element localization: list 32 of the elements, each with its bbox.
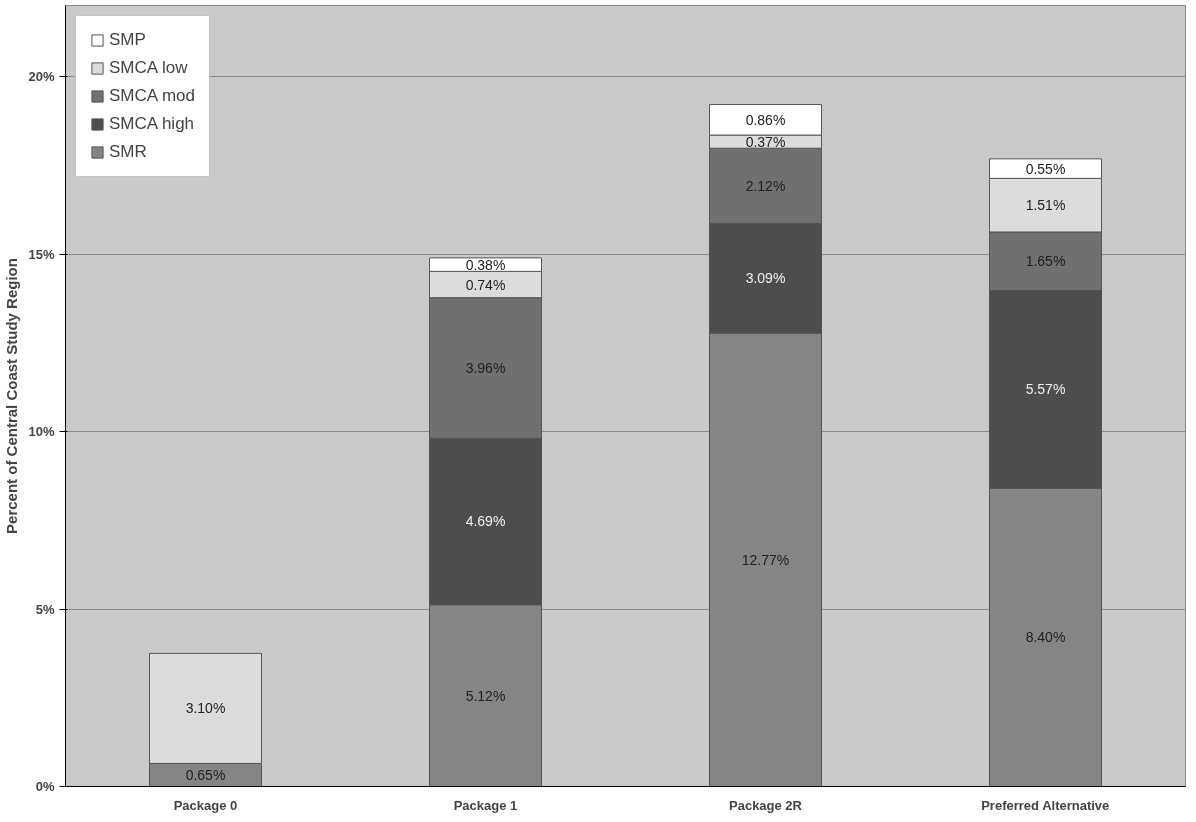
legend-label: SMCA mod: [109, 86, 195, 106]
data-label: 1.65%: [1025, 253, 1066, 270]
y-tick-label: 10%: [28, 424, 55, 439]
x-tick-label: Package 2R: [729, 797, 803, 813]
data-label: 0.55%: [1025, 160, 1066, 177]
data-label: 3.09%: [745, 270, 786, 287]
y-tick-label: 0%: [35, 779, 55, 794]
legend-label: SMR: [109, 142, 147, 162]
y-axis-title: Percent of Central Coast Study Region: [3, 258, 21, 534]
data-label: 0.37%: [745, 133, 786, 150]
data-label: 3.10%: [185, 700, 226, 717]
data-label: 3.96%: [465, 359, 506, 376]
y-tick-label: 20%: [28, 69, 55, 84]
x-tick-label: Preferred Alternative: [981, 797, 1110, 813]
data-label: 0.65%: [185, 766, 226, 783]
data-label: 0.86%: [745, 111, 786, 128]
data-label: 4.69%: [465, 513, 506, 530]
data-label: 1.51%: [1025, 197, 1066, 214]
legend-label: SMP: [109, 30, 146, 50]
x-tick-label: Package 0: [173, 797, 238, 813]
data-label: 0.74%: [465, 276, 506, 293]
data-label: 8.40%: [1025, 629, 1066, 646]
y-tick-label: 5%: [35, 601, 55, 617]
data-label: 0.38%: [465, 256, 506, 273]
data-label: 5.12%: [465, 687, 506, 704]
legend-label: SMCA high: [109, 114, 195, 134]
x-tick-label: Package 1: [453, 797, 518, 813]
legend-label: SMCA low: [109, 58, 188, 78]
data-label: 12.77%: [741, 551, 790, 568]
y-tick-label: 15%: [28, 246, 55, 262]
data-label: 2.12%: [745, 177, 786, 194]
data-label: 5.57%: [1025, 381, 1066, 398]
